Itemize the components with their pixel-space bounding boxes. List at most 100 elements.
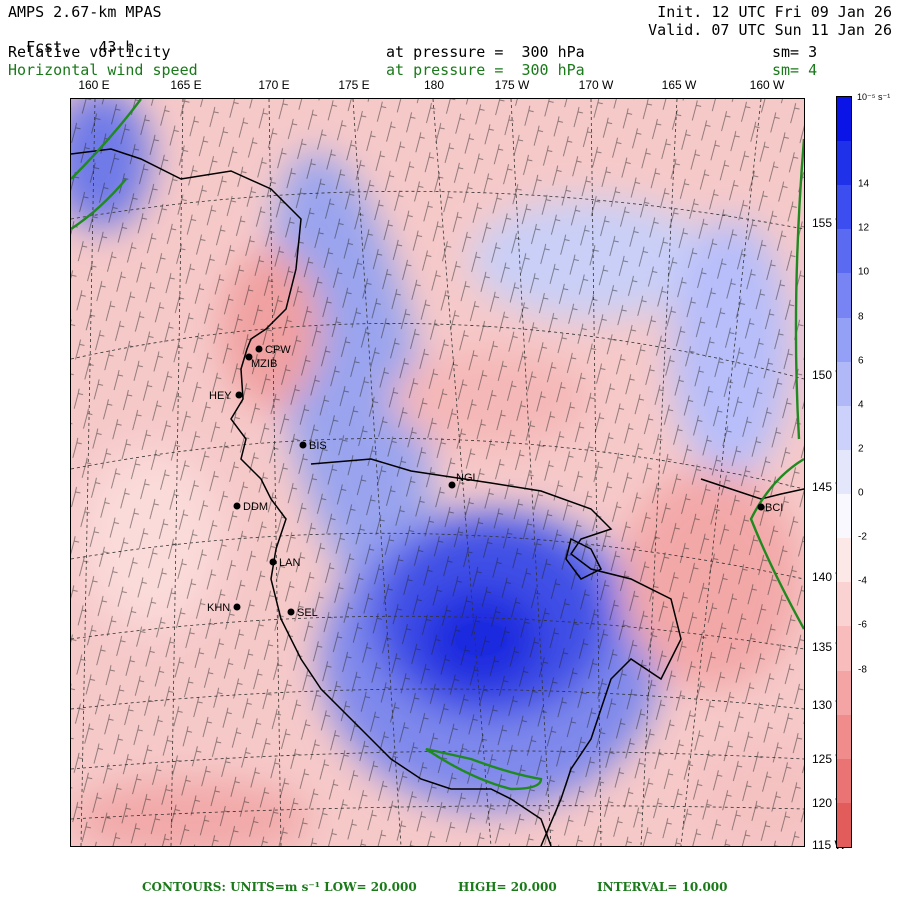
- station-dot: [448, 481, 456, 489]
- station-bci[interactable]: BCI: [757, 502, 784, 514]
- colorbar-segment: [837, 538, 851, 583]
- station-dot: [757, 503, 765, 511]
- field2-name: Horizontal wind speed: [8, 61, 198, 79]
- colorbar-unit: 10⁻⁵ s⁻¹: [857, 92, 891, 102]
- colorbar-segment: [837, 802, 851, 848]
- station-label: KHN: [207, 602, 230, 614]
- fcst-value: 43 h: [98, 38, 135, 56]
- forecast-hour: Fcst. 43 h: [8, 22, 134, 56]
- colorbar-segment: [837, 229, 851, 274]
- station-label: NGL: [456, 472, 479, 484]
- station-dot: [235, 391, 243, 399]
- field2-level: at pressure = 300 hPa: [386, 61, 585, 79]
- station-dot: [287, 608, 295, 616]
- colorbar-segment: [837, 714, 851, 760]
- footer-high: HIGH= 20.000: [458, 880, 557, 894]
- colorbar-segment: [837, 317, 851, 363]
- colorbar-segment: [837, 626, 851, 672]
- colorbar-tick-label: 10: [858, 266, 870, 278]
- station-ddm[interactable]: DDM: [233, 501, 269, 513]
- station-dot: [233, 502, 241, 510]
- colorbar-tick-label: -8: [858, 664, 867, 676]
- colorbar-segment: [837, 141, 851, 186]
- colorbar-tick-label: 8: [858, 311, 864, 323]
- station-label: LAN: [279, 557, 300, 569]
- init-time: Init. 12 UTC Fri 09 Jan 26: [657, 3, 892, 21]
- lat-value: 140: [812, 570, 833, 584]
- field1-smoothing: sm= 3: [772, 43, 818, 61]
- lat-value: 120: [812, 796, 833, 810]
- colorbar-tick-label: -4: [858, 575, 867, 587]
- station-cpw[interactable]: CPW: [255, 344, 292, 356]
- station-label: DDM: [243, 501, 268, 513]
- station-dot: [233, 603, 241, 611]
- lon-label: 170 W: [578, 78, 614, 92]
- field1-name: Relative vorticity: [8, 43, 171, 61]
- lat-value: 125: [812, 752, 833, 766]
- colorbar: [836, 96, 852, 848]
- station-label: CPW: [265, 344, 291, 356]
- lon-label: 165 W: [661, 78, 697, 92]
- map-canvas: CPW MZIB HEY BIS DDM LAN KHN SEL NGL BCI: [71, 99, 804, 846]
- station-dot: [269, 558, 277, 566]
- colorbar-tick-label: 6: [858, 355, 864, 367]
- field1-level: at pressure = 300 hPa: [386, 43, 585, 61]
- colorbar-segment: [837, 449, 851, 495]
- station-ngl[interactable]: NGL: [448, 472, 479, 489]
- colorbar-segment: [837, 582, 851, 627]
- colorbar-segment: [837, 405, 851, 451]
- colorbar-segment: [837, 361, 851, 407]
- station-hey[interactable]: HEY: [209, 390, 243, 402]
- colorbar-tick-label: 2: [858, 443, 864, 455]
- colorbar-segment: [837, 273, 851, 319]
- vorticity-map: CPW MZIB HEY BIS DDM LAN KHN SEL NGL BCI: [70, 98, 805, 847]
- lon-label: 160 W: [749, 78, 785, 92]
- lat-value: 145: [812, 480, 833, 494]
- lat-value: 155: [812, 216, 833, 230]
- station-lan[interactable]: LAN: [269, 557, 301, 569]
- colorbar-tick-label: 12: [858, 222, 870, 234]
- lat-value: 115: [812, 838, 832, 852]
- wind-barbs: [71, 99, 804, 846]
- lon-label: 180: [423, 78, 445, 92]
- colorbar-segment: [837, 758, 851, 804]
- station-label: BIS: [309, 440, 327, 452]
- valid-time: Valid. 07 UTC Sun 11 Jan 26: [648, 21, 892, 39]
- station-dot: [255, 345, 263, 353]
- station-label: HEY: [209, 390, 232, 402]
- station-khn[interactable]: KHN: [207, 602, 241, 614]
- station-mzib[interactable]: MZIB: [245, 353, 278, 371]
- colorbar-tick-label: -6: [858, 619, 867, 631]
- lat-value: 150: [812, 368, 833, 382]
- lon-label: 170 E: [258, 78, 290, 92]
- colorbar-tick-label: 14: [858, 178, 870, 190]
- station-markers: CPW MZIB HEY BIS DDM LAN KHN SEL NGL BCI: [207, 344, 783, 619]
- colorbar-segment: [837, 494, 851, 539]
- station-label: BCI: [765, 502, 783, 514]
- station-dot: [299, 441, 307, 449]
- lon-label: 165 E: [170, 78, 202, 92]
- lon-label: 175 E: [338, 78, 370, 92]
- lat-value: 135: [812, 640, 833, 654]
- lat-value: 130: [812, 698, 833, 712]
- station-bis[interactable]: BIS: [299, 440, 327, 452]
- colorbar-tick-label: 0: [858, 487, 864, 499]
- lon-label: 175 W: [494, 78, 530, 92]
- colorbar-tick-label: 4: [858, 399, 864, 411]
- graticule: [71, 99, 804, 846]
- station-dot: [245, 353, 253, 361]
- footer-interval: INTERVAL= 10.000: [597, 880, 728, 894]
- fcst-label: Fcst.: [26, 38, 72, 56]
- station-label: SEL: [297, 607, 318, 619]
- wind-speed-contours: [71, 99, 804, 791]
- lon-label: 160 E: [78, 78, 110, 92]
- colorbar-segment: [837, 97, 851, 142]
- station-sel[interactable]: SEL: [287, 607, 318, 619]
- footer-contours: CONTOURS: UNITS=m s⁻¹ LOW= 20.000: [142, 880, 417, 894]
- field2-smoothing: sm= 4: [772, 61, 818, 79]
- coastline: [71, 148, 804, 846]
- colorbar-tick-label: -2: [858, 531, 867, 543]
- station-label: MZIB: [251, 358, 277, 370]
- model-title: AMPS 2.67-km MPAS: [8, 3, 162, 21]
- colorbar-segment: [837, 185, 851, 230]
